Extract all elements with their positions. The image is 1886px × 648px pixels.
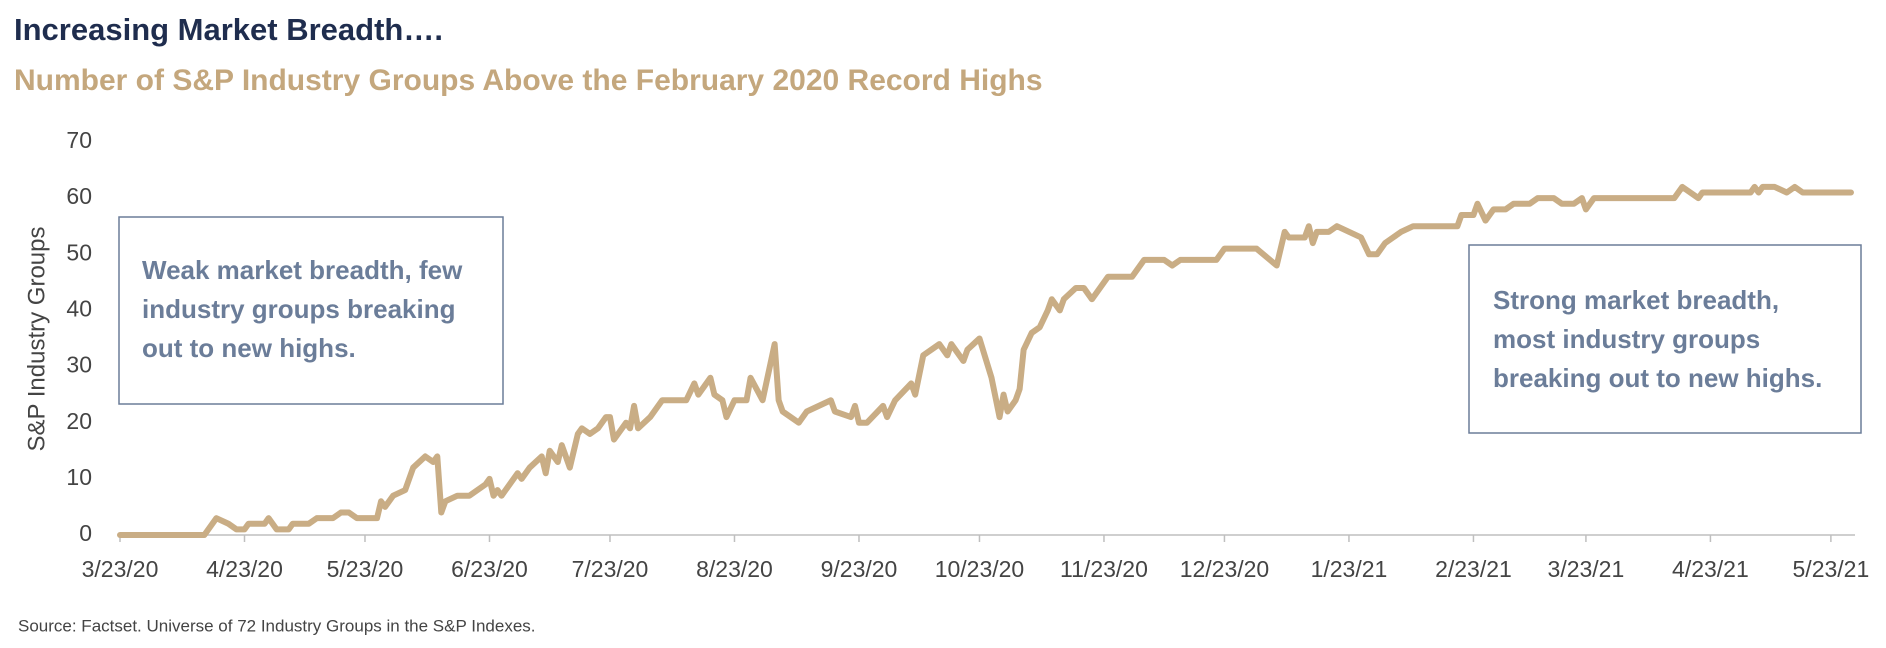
y-tick-label: 0 <box>79 520 92 546</box>
y-tick-label: 30 <box>66 352 92 378</box>
x-tick-label: 3/23/20 <box>82 556 159 582</box>
annotation-text: industry groups breaking <box>142 294 456 324</box>
annotation-text: Weak market breadth, few <box>142 255 463 285</box>
annotation-text: most industry groups <box>1493 324 1760 354</box>
x-tick-label: 1/23/21 <box>1311 556 1388 582</box>
annotation-text: breaking out to new highs. <box>1493 363 1822 393</box>
y-tick-label: 20 <box>66 408 92 434</box>
x-tick-label: 4/23/21 <box>1672 556 1749 582</box>
x-tick-label: 6/23/20 <box>451 556 528 582</box>
annotation-text: Strong market breadth, <box>1493 285 1779 315</box>
x-tick-label: 11/23/20 <box>1060 556 1148 582</box>
y-tick-label: 70 <box>66 127 92 153</box>
x-tick-label: 10/23/20 <box>935 556 1025 582</box>
x-tick-label: 8/23/20 <box>696 556 773 582</box>
x-tick-label: 5/23/21 <box>1793 556 1870 582</box>
chart-subtitle: Number of S&P Industry Groups Above the … <box>14 64 1043 97</box>
x-tick-label: 5/23/20 <box>327 556 404 582</box>
y-tick-label: 50 <box>66 239 92 265</box>
y-axis-label: S&P Industry Groups <box>23 227 50 452</box>
x-tick-label: 9/23/20 <box>821 556 898 582</box>
y-tick-label: 60 <box>66 183 92 209</box>
source-note: Source: Factset. Universe of 72 Industry… <box>18 616 536 635</box>
annotation-text: out to new highs. <box>142 333 356 363</box>
x-tick-label: 2/23/21 <box>1435 556 1512 582</box>
chart-title: Increasing Market Breadth…. <box>14 12 443 47</box>
x-tick-label: 3/23/21 <box>1548 556 1625 582</box>
annotation-box <box>118 216 504 405</box>
x-tick-label: 12/23/20 <box>1180 556 1270 582</box>
annotation-box <box>1468 244 1862 434</box>
x-tick-label: 7/23/20 <box>572 556 649 582</box>
y-tick-label: 10 <box>66 464 92 490</box>
data-line <box>117 183 1854 538</box>
y-tick-label: 40 <box>66 296 92 322</box>
x-tick-label: 4/23/20 <box>206 556 283 582</box>
